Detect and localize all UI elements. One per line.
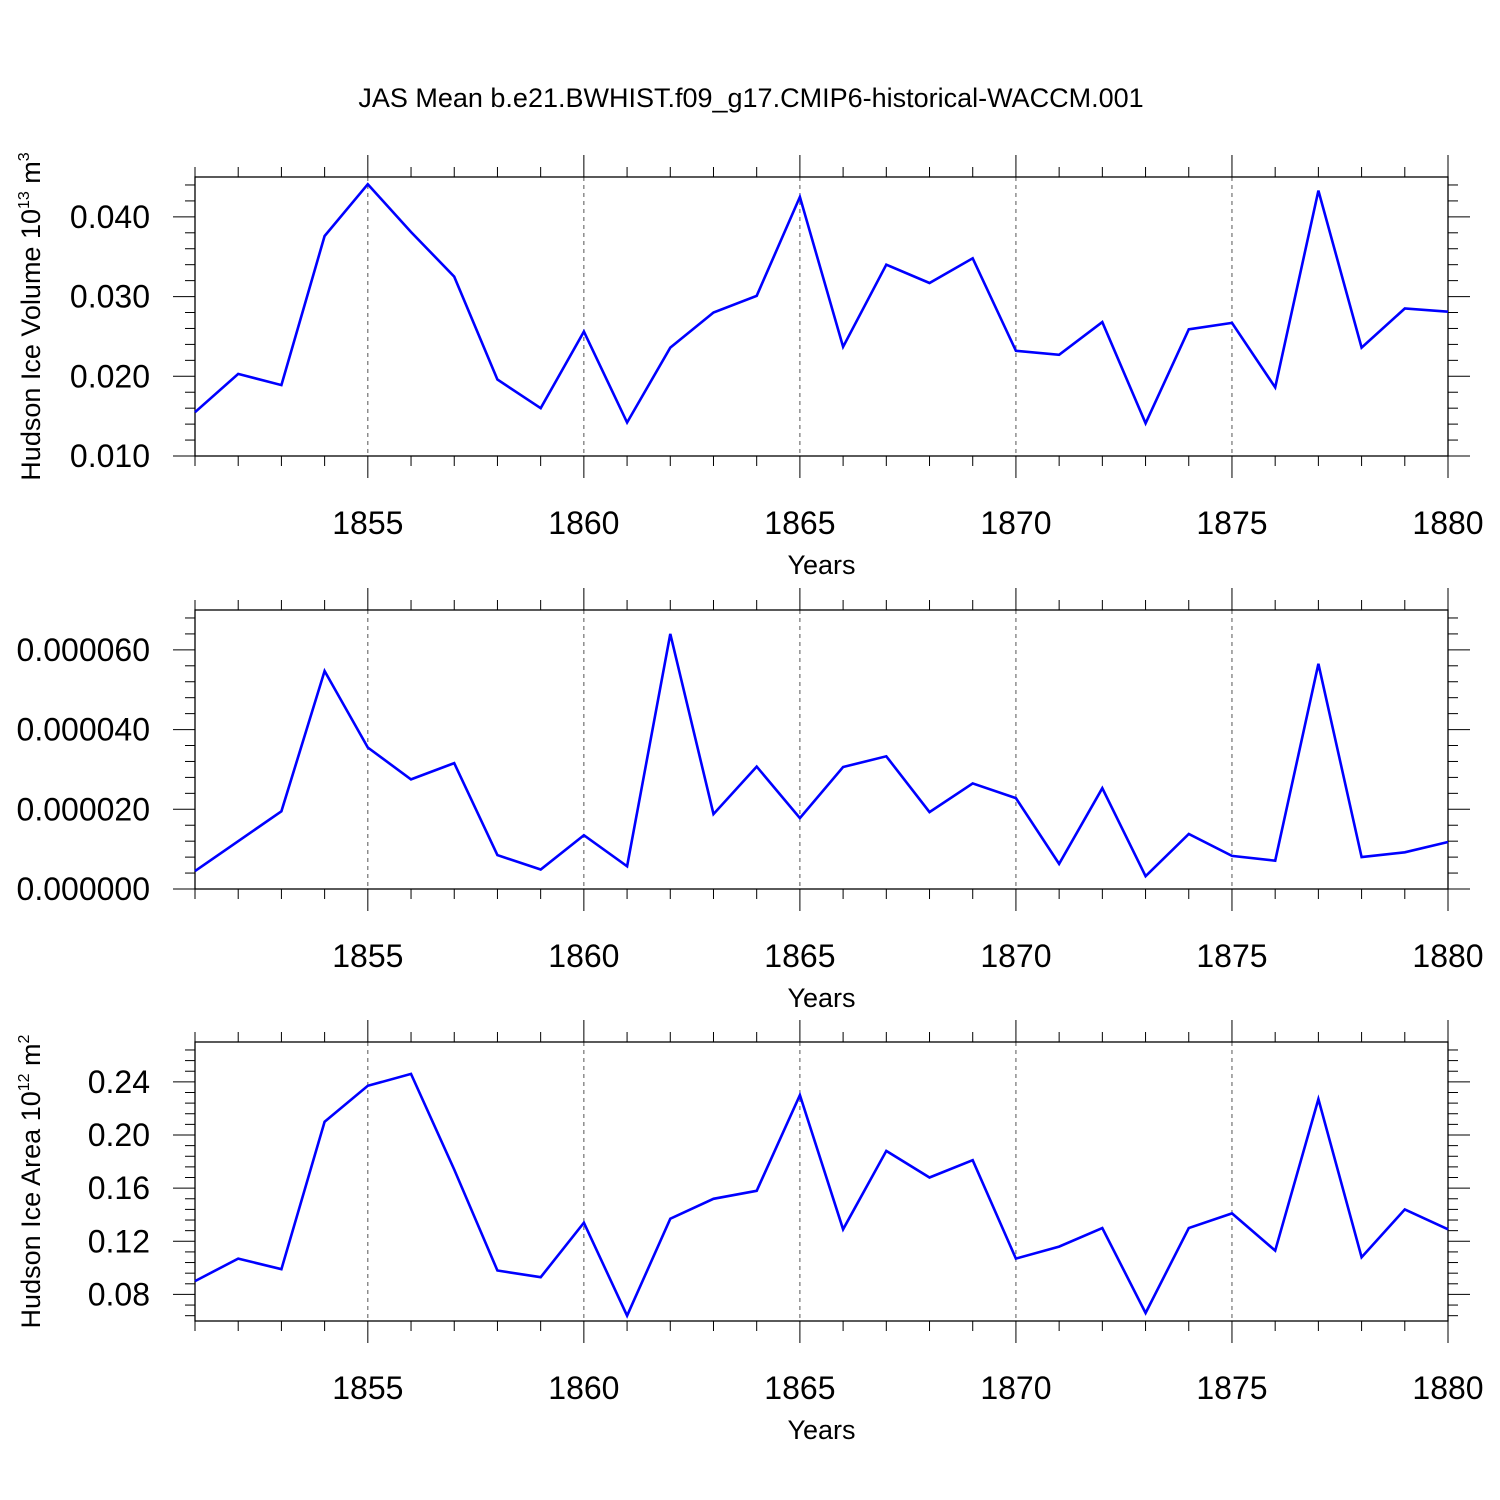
x-axis-title: Years — [787, 983, 855, 1013]
y-tick-label: 0.24 — [88, 1064, 150, 1100]
x-axis-title: Years — [787, 550, 855, 580]
series-line — [194, 633, 1449, 879]
y-tick-label: 0.20 — [88, 1117, 150, 1153]
y-tick-label: 0.010 — [70, 438, 150, 474]
y-axis-title: Hudson Ice Area 1012 m2 — [16, 1034, 46, 1328]
y-tick-label: 0.08 — [88, 1276, 150, 1312]
plot-frame — [194, 1041, 1449, 1322]
chart-panel-3: 0.08 0.12 0.16 0.20 0.24 1855 1860 1865 1870 1875… — [16, 1020, 1484, 1445]
x-tick-label: 1880 — [1412, 1370, 1483, 1406]
x-tick-label: 1855 — [332, 1370, 403, 1406]
x-tick-label: 1875 — [1196, 938, 1267, 974]
x-tick-label: 1860 — [548, 1370, 619, 1406]
y-tick-label: 0.12 — [88, 1223, 150, 1259]
y-tick-label: 0.000040 — [17, 712, 150, 748]
x-tick-label: 1870 — [980, 1370, 1051, 1406]
x-tick-label: 1880 — [1412, 938, 1483, 974]
x-tick-label: 1860 — [548, 505, 619, 541]
x-axis-title: Years — [787, 1415, 855, 1445]
y-tick-label: 0.020 — [70, 358, 150, 394]
y-tick-label: 0.000020 — [17, 791, 150, 827]
series-line — [194, 182, 1449, 427]
x-tick-label: 1860 — [548, 938, 619, 974]
y-tick-label: 0.040 — [70, 199, 150, 235]
x-tick-label: 1865 — [764, 505, 835, 541]
y-tick-label: 0.000060 — [17, 632, 150, 668]
plot-frame — [194, 609, 1449, 890]
series-line — [194, 1072, 1449, 1319]
y-tick-label: 0.030 — [70, 279, 150, 315]
x-tick-label: 1865 — [764, 938, 835, 974]
x-tick-label: 1875 — [1196, 1370, 1267, 1406]
plot-frame — [194, 176, 1449, 457]
y-tick-label: 0.000000 — [17, 871, 150, 907]
chart-title: JAS Mean b.e21.BWHIST.f09_g17.CMIP6-hist… — [358, 83, 1143, 113]
x-tick-label: 1855 — [332, 505, 403, 541]
x-tick-label: 1880 — [1412, 505, 1483, 541]
x-tick-label: 1875 — [1196, 505, 1267, 541]
chart-panel-2: 0.000000 0.000020 0.000040 0.000060 1855 1860… — [17, 588, 1484, 1013]
x-tick-label: 1870 — [980, 505, 1051, 541]
x-tick-label: 1855 — [332, 938, 403, 974]
x-tick-label: 1865 — [764, 1370, 835, 1406]
x-tick-label: 1870 — [980, 938, 1051, 974]
y-axis-title: Hudson Ice Volume 1013 m3 — [16, 152, 46, 480]
chart-panel-1: 0.010 0.020 0.030 0.040 1855 1860 1865 1870 1875… — [16, 152, 1484, 580]
y-tick-label: 0.16 — [88, 1170, 150, 1206]
